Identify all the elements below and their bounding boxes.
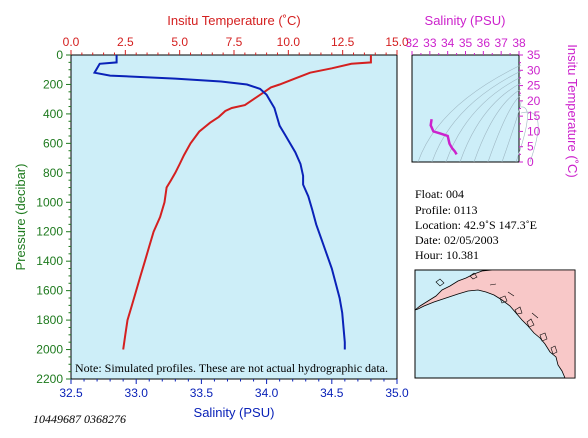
salinity-tick-label: 32.5 [59, 386, 83, 400]
density-contour [431, 70, 522, 163]
temperature-tick-label: 12.5 [331, 35, 355, 49]
density-contour [459, 82, 522, 163]
pressure-tick-label: 600 [43, 136, 63, 150]
pressure-tick-label: 2000 [36, 343, 63, 357]
pressure-axis-label: Pressure (decibar) [13, 164, 28, 271]
temperature-tick-label: 15.0 [385, 35, 409, 49]
ts-salinity-tick-label: 32 [405, 36, 419, 50]
temperature-tick-label: 2.5 [117, 35, 134, 49]
ts-temperature-tick-label: 5 [527, 140, 534, 154]
pressure-tick-label: 0 [56, 48, 63, 62]
salinity-tick-label: 33.5 [190, 386, 214, 400]
temperature-tick-label: 0.0 [63, 35, 80, 49]
ts-curve [429, 119, 458, 156]
pressure-tick-label: 1200 [36, 225, 63, 239]
ts-temperature-tick-label: 15 [527, 109, 541, 123]
ts-temperature-tick-label: 10 [527, 124, 541, 138]
profile-number: Profile: 0113 [415, 203, 478, 217]
location: Location: 42.9˚S 147.3˚E [415, 218, 537, 232]
density-contour [417, 64, 522, 163]
salinity-axis-label: Salinity (PSU) [194, 405, 275, 420]
date: Date: 02/05/2003 [415, 233, 499, 247]
pressure-tick-label: 1400 [36, 254, 63, 268]
pressure-tick-label: 200 [43, 77, 63, 91]
density-contours [417, 64, 539, 163]
simulated-note: Note: Simulated profiles. These are not … [75, 361, 388, 375]
density-contour [445, 76, 522, 163]
pressure-axis-ticks: 0 200 400 600 800 1000 1200 1400 1600 1800 2000 220… [36, 48, 71, 386]
pressure-tick-label: 400 [43, 107, 63, 121]
hour: Hour: 10.381 [415, 248, 479, 262]
ts-salinity-tick-label: 36 [477, 36, 491, 50]
ts-salinity-label: Salinity (PSU) [425, 13, 506, 28]
ts-temperature-label: Insitu Temperature (˚C) [565, 44, 580, 177]
pressure-tick-label: 2200 [36, 372, 63, 386]
ts-temperature-tick-label: 35 [527, 48, 541, 62]
salinity-tick-label: 35.0 [385, 386, 409, 400]
ts-temperature-tick-label: 20 [527, 94, 541, 108]
float-info: Float: 004 Profile: 0113 Location: 42.9˚… [415, 187, 537, 262]
density-contour [487, 94, 522, 163]
footer-code: 10449687 0368276 [33, 412, 126, 426]
salinity-axis-ticks: 32.5 33.0 33.5 34.0 34.5 35.0 [59, 379, 409, 400]
ts-salinity-tick-label: 35 [459, 36, 473, 50]
pressure-tick-label: 1600 [36, 284, 63, 298]
temperature-axis-label: Insitu Temperature (˚C) [167, 13, 300, 28]
ts-salinity-ticks: 32 33 34 35 36 37 38 [405, 36, 526, 55]
map-land [414, 269, 576, 379]
pressure-tick-label: 1000 [36, 195, 63, 209]
ts-temperature-tick-label: 0 [527, 155, 534, 169]
temperature-tick-label: 7.5 [226, 35, 243, 49]
salinity-tick-label: 34.5 [320, 386, 344, 400]
location-map [414, 269, 576, 379]
salinity-tick-label: 33.0 [125, 386, 149, 400]
ts-plot-area [411, 54, 520, 163]
ts-temperature-tick-label: 25 [527, 79, 541, 93]
salinity-line [92, 55, 346, 350]
ts-salinity-tick-label: 34 [441, 36, 455, 50]
density-contour [515, 106, 528, 163]
coastline-detail [435, 272, 558, 355]
temperature-axis-ticks: 0.0 2.5 5.0 7.5 10.0 12.5 15.0 [63, 35, 409, 55]
temperature-line [122, 55, 372, 350]
ts-salinity-tick-label: 33 [423, 36, 437, 50]
pressure-tick-label: 800 [43, 166, 63, 180]
float-id: Float: 004 [415, 187, 464, 201]
temperature-tick-label: 10.0 [277, 35, 301, 49]
temperature-tick-label: 5.0 [171, 35, 188, 49]
ts-salinity-tick-label: 38 [512, 36, 526, 50]
density-contour [520, 111, 539, 163]
density-contour [501, 100, 522, 163]
pressure-tick-label: 1800 [36, 313, 63, 327]
ts-temperature-tick-label: 30 [527, 63, 541, 77]
profile-plot-area [70, 54, 398, 380]
ts-salinity-tick-label: 37 [494, 36, 508, 50]
salinity-tick-label: 34.0 [255, 386, 279, 400]
density-contour [473, 88, 522, 163]
profile-chart: 0.0 2.5 5.0 7.5 10.0 12.5 15.0 32.5 33.0 33.5 34.… [13, 13, 409, 420]
